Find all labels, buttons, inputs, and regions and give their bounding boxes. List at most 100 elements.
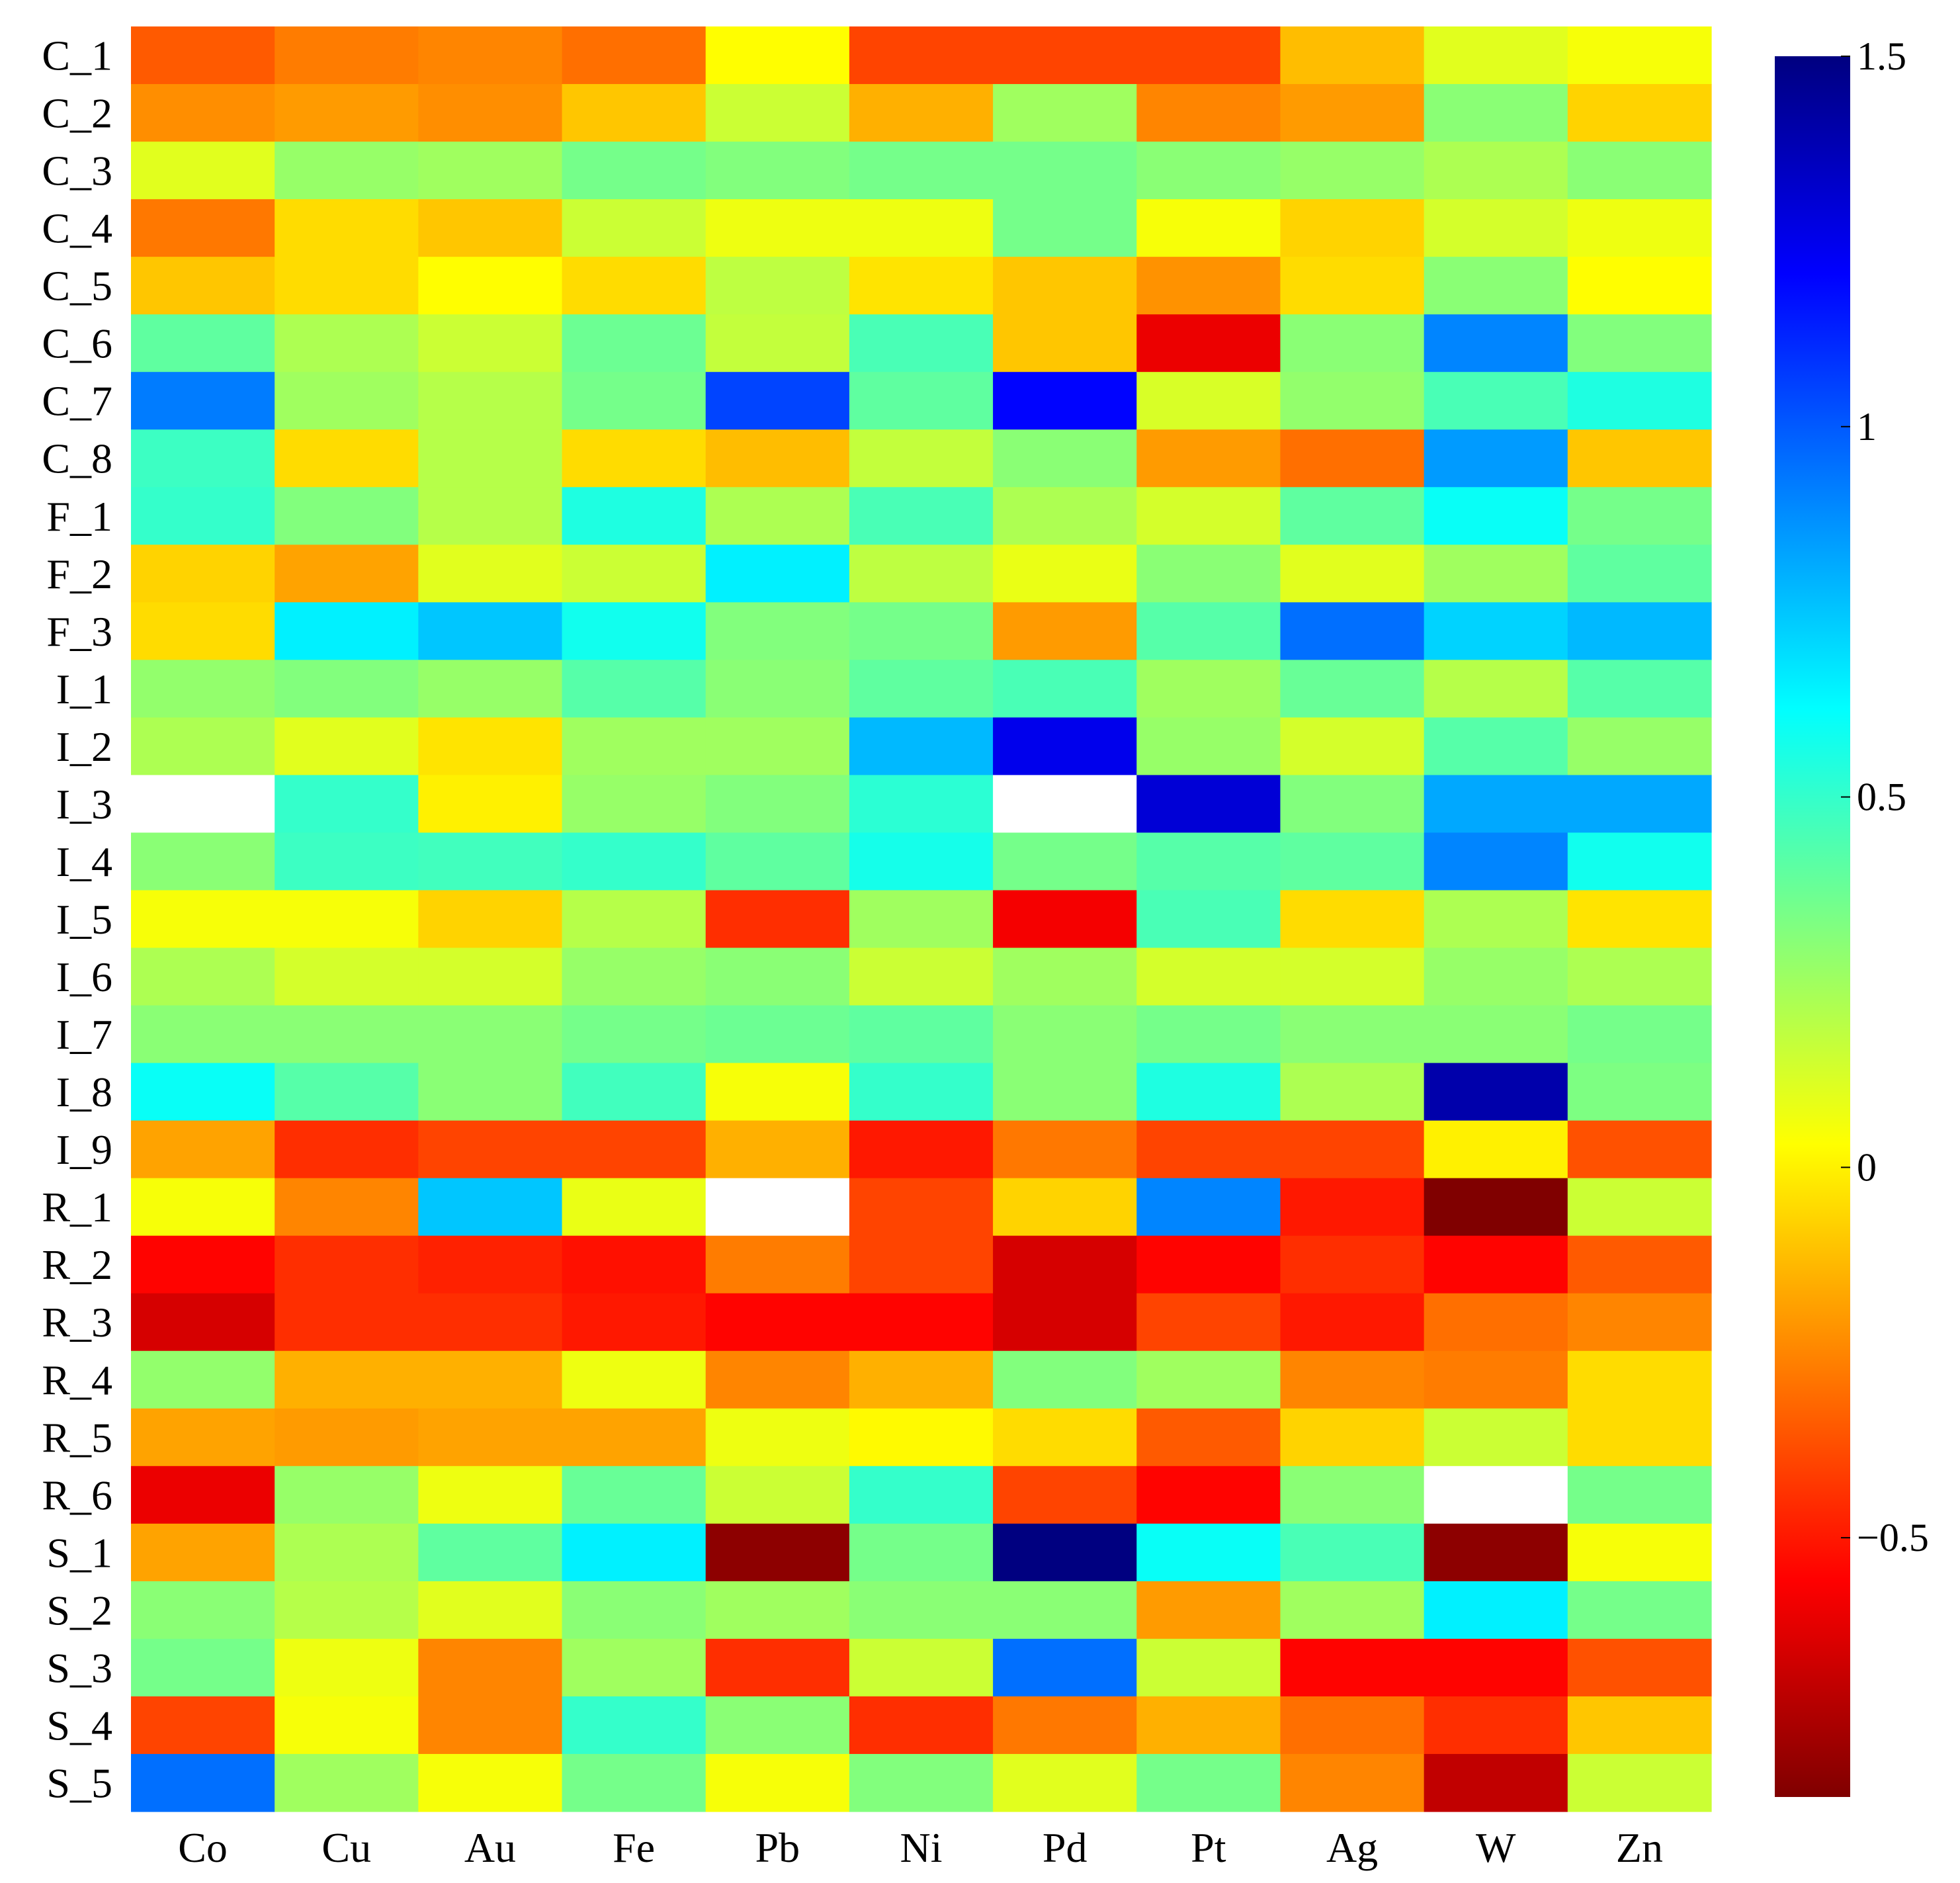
cell-C_7-Ni bbox=[849, 372, 994, 430]
cell-S_5-Cu bbox=[275, 1753, 419, 1812]
cell-S_4-Cu bbox=[275, 1696, 419, 1755]
cell-I_2-Ni bbox=[849, 717, 994, 776]
column-label: W bbox=[1476, 1824, 1516, 1871]
column-label: Pd bbox=[1043, 1824, 1087, 1871]
cell-I_3-Zn bbox=[1567, 775, 1712, 834]
cell-S_4-Pb bbox=[705, 1696, 850, 1755]
cell-I_3-Co bbox=[131, 775, 275, 834]
cell-C_6-Pd bbox=[993, 314, 1137, 372]
cell-I_9-Cu bbox=[275, 1120, 419, 1179]
cell-R_5-Fe bbox=[562, 1408, 706, 1467]
cell-C_5-W bbox=[1424, 257, 1568, 315]
cell-I_5-Pb bbox=[705, 890, 850, 949]
cell-C_3-W bbox=[1424, 142, 1568, 200]
cell-R_4-Cu bbox=[275, 1350, 419, 1409]
cell-F_1-Pd bbox=[993, 487, 1137, 545]
cell-S_3-Co bbox=[131, 1638, 275, 1697]
cell-I_2-Au bbox=[418, 717, 563, 776]
cell-I_5-Ni bbox=[849, 890, 994, 949]
row-label: F_3 bbox=[46, 608, 112, 655]
cell-C_4-Ni bbox=[849, 199, 994, 257]
cell-R_2-Ni bbox=[849, 1235, 994, 1294]
cell-I_2-Cu bbox=[275, 717, 419, 776]
cell-C_2-Zn bbox=[1567, 84, 1712, 142]
cell-F_1-Pb bbox=[705, 487, 850, 545]
cell-S_3-Pd bbox=[993, 1638, 1137, 1697]
cell-C_1-Ni bbox=[849, 26, 994, 85]
cell-C_2-Au bbox=[418, 84, 563, 142]
row-label: C_3 bbox=[42, 148, 112, 195]
cell-C_8-Ni bbox=[849, 429, 994, 488]
cell-C_3-Zn bbox=[1567, 142, 1712, 200]
cell-S_5-W bbox=[1424, 1753, 1568, 1812]
cell-I_6-Zn bbox=[1567, 947, 1712, 1006]
cell-C_8-W bbox=[1424, 429, 1568, 488]
cell-R_6-Ag bbox=[1280, 1466, 1425, 1524]
cell-C_7-Au bbox=[418, 372, 563, 430]
cell-S_2-Ni bbox=[849, 1581, 994, 1640]
cell-I_2-Zn bbox=[1567, 717, 1712, 776]
cell-I_6-Ag bbox=[1280, 947, 1425, 1006]
row-label: I_4 bbox=[56, 838, 112, 885]
cell-I_3-Au bbox=[418, 775, 563, 834]
cell-R_4-Co bbox=[131, 1350, 275, 1409]
cell-F_2-Pb bbox=[705, 545, 850, 603]
row-label: R_6 bbox=[42, 1471, 112, 1518]
cell-R_2-Cu bbox=[275, 1235, 419, 1294]
colorbar-tick-label: −0.5 bbox=[1857, 1516, 1929, 1559]
column-label: Pb bbox=[755, 1824, 800, 1871]
cell-I_6-Au bbox=[418, 947, 563, 1006]
cell-R_3-Ni bbox=[849, 1293, 994, 1352]
cell-F_3-Pd bbox=[993, 602, 1137, 660]
cell-R_3-Au bbox=[418, 1293, 563, 1352]
cell-R_1-Pd bbox=[993, 1178, 1137, 1237]
cell-C_7-Pb bbox=[705, 372, 850, 430]
cell-I_8-Zn bbox=[1567, 1063, 1712, 1121]
cell-C_4-Fe bbox=[562, 199, 706, 257]
cell-R_6-Zn bbox=[1567, 1466, 1712, 1524]
cell-R_4-W bbox=[1424, 1350, 1568, 1409]
cell-R_1-Zn bbox=[1567, 1178, 1712, 1237]
cell-I_9-Ag bbox=[1280, 1120, 1425, 1179]
row-label: S_1 bbox=[46, 1529, 112, 1576]
cell-I_4-Pd bbox=[993, 832, 1137, 891]
cell-S_3-Pt bbox=[1136, 1638, 1281, 1697]
cell-S_3-Au bbox=[418, 1638, 563, 1697]
cell-I_9-Pb bbox=[705, 1120, 850, 1179]
cell-I_3-Pb bbox=[705, 775, 850, 834]
row-label: I_5 bbox=[56, 896, 112, 943]
column-label: Au bbox=[464, 1824, 516, 1871]
cell-S_3-Zn bbox=[1567, 1638, 1712, 1697]
cell-F_1-Fe bbox=[562, 487, 706, 545]
cell-R_6-Ni bbox=[849, 1466, 994, 1524]
cell-I_1-Fe bbox=[562, 660, 706, 718]
cell-I_8-Cu bbox=[275, 1063, 419, 1121]
cell-I_4-Fe bbox=[562, 832, 706, 891]
cell-C_8-Fe bbox=[562, 429, 706, 488]
cell-I_6-Pb bbox=[705, 947, 850, 1006]
cell-C_6-W bbox=[1424, 314, 1568, 372]
cell-I_6-Cu bbox=[275, 947, 419, 1006]
cell-I_8-Ni bbox=[849, 1063, 994, 1121]
cell-F_3-Au bbox=[418, 602, 563, 660]
cell-S_4-Pd bbox=[993, 1696, 1137, 1755]
row-label: S_5 bbox=[46, 1759, 112, 1806]
cell-S_5-Pd bbox=[993, 1753, 1137, 1812]
cell-S_5-Zn bbox=[1567, 1753, 1712, 1812]
cell-C_3-Co bbox=[131, 142, 275, 200]
cell-F_3-Ag bbox=[1280, 602, 1425, 660]
cell-I_7-W bbox=[1424, 1005, 1568, 1064]
cell-S_4-Ag bbox=[1280, 1696, 1425, 1755]
cell-C_1-Fe bbox=[562, 26, 706, 85]
row-label: F_2 bbox=[46, 550, 112, 597]
cell-S_3-Fe bbox=[562, 1638, 706, 1697]
cell-R_1-Co bbox=[131, 1178, 275, 1237]
row-label: I_1 bbox=[56, 666, 112, 713]
cell-I_6-Pt bbox=[1136, 947, 1281, 1006]
cell-R_1-Fe bbox=[562, 1178, 706, 1237]
row-label: I_2 bbox=[56, 723, 112, 770]
colorbar-gradient bbox=[1775, 56, 1850, 1797]
cell-C_2-Pd bbox=[993, 84, 1137, 142]
cell-C_8-Cu bbox=[275, 429, 419, 488]
cell-I_5-Au bbox=[418, 890, 563, 949]
